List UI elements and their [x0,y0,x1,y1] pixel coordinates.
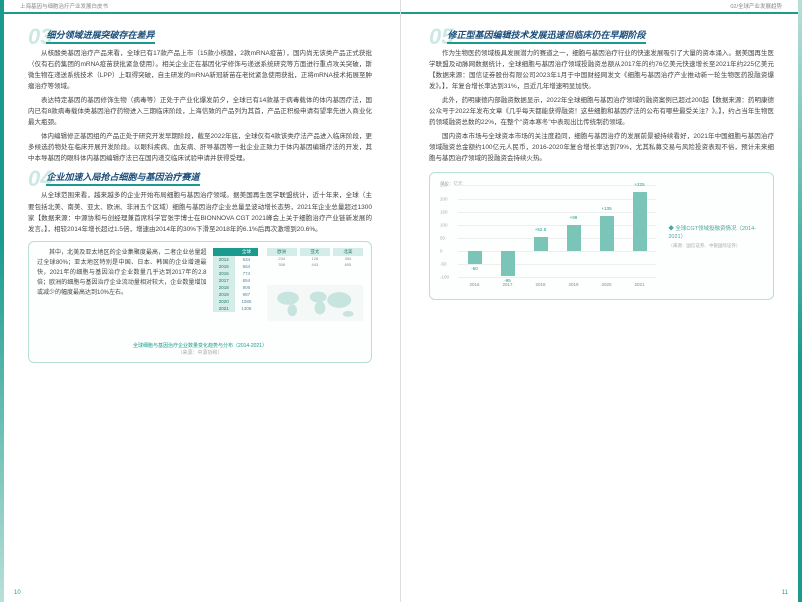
chart-xlabel: 2016 [469,282,479,287]
header-left-text: 上海基因与细胞治疗产业发展白皮书 [20,2,108,10]
section-title: 企业加速入局抢占细胞与基因治疗赛道 [46,170,199,186]
section-05-head: 05 修正型基因编辑技术发展迅速但临床仍在早期阶段 [429,28,774,44]
header-left: 上海基因与细胞治疗产业发展白皮书 [0,0,400,14]
side-stripe [798,0,802,602]
legend-source: （来源：国信证券、中银国际证券） [668,243,765,249]
header-right-text: 02/全球产业发展趋势 [730,2,782,10]
section-num: 04 [28,171,52,186]
section-num: 05 [429,29,453,44]
chart-xlabel: 2020 [601,282,611,287]
chart-bar [600,216,614,251]
chart-xlabel: 2019 [568,282,578,287]
chart-bar-label: -95 [504,278,511,283]
para: 国内资本市场与全球资本市场的关注度趋同，细胞与基因治疗的发展前景被持续看好，20… [429,131,774,164]
section-title: 修正型基因编辑技术发展迅速但临床仍在早期阶段 [447,28,645,44]
section-title: 细分领域进展突破存在差异 [46,28,154,44]
chart-bar-label: +225 [634,182,644,187]
page-left: 上海基因与细胞治疗产业发展白皮书 03 细分领域进展突破存在差异 从核酸类基因治… [0,0,401,602]
page-right: 02/全球产业发展趋势 05 修正型基因编辑技术发展迅速但临床仍在早期阶段 作为… [401,0,802,602]
section-04-head: 04 企业加速入局抢占细胞与基因治疗赛道 [28,170,372,186]
th [213,248,236,256]
header-right: 02/全球产业发展趋势 [401,0,802,14]
chart-xlabel: 2021 [634,282,644,287]
global-table: 全球 2014534 2015664 2016774 2017854 20189… [213,248,258,312]
left-content: 03 细分领域进展突破存在差异 从核酸类基因治疗产品来看，全球已有17款产品上市… [0,14,400,363]
para: 从核酸类基因治疗产品来看，全球已有17款产品上市（15款小核酸，2款mRNA疫苗… [28,48,372,92]
chart-bar [534,237,548,251]
infobox-intro: 其中，北美及亚太地区的企业集聚度最高，二者企业总量超过全球80%；亚太地区特别是… [37,248,207,299]
page-number-right: 11 [782,590,788,596]
para: 从全球范围来看，越来越多的企业开始布局细胞与基因治疗领域。据美国再生医学联盟统计… [28,190,372,234]
chart-bar-label: +52.5 [535,227,546,232]
chart-bar-label: +99 [570,215,578,220]
region-tables: 欧洲 234 306 亚太 126 443 北美 394 605 [267,248,363,268]
side-stripe [0,0,4,602]
chart-xlabel: 2018 [535,282,545,287]
chart-bar-label: +135 [601,206,611,211]
page-number-left: 10 [14,590,21,596]
chart-box: 单位：亿元 -100-500501001502002502016-502017-… [429,172,774,300]
infobox-caption: 全球细胞与基因治疗企业数量变化趋势与分布（2014-2021） （来源：中源协和… [37,342,363,356]
world-map-icon [267,272,363,334]
chart-bar [633,192,647,251]
chart-bar [501,251,515,276]
info-box: 其中，北美及亚太地区的企业集聚度最高，二者企业总量超过全球80%；亚太地区特别是… [28,241,372,363]
chart-bar [468,251,482,264]
legend-title: ◆ 全球CGT领域投融资情况（2014-2021） [668,224,765,240]
right-content: 05 修正型基因编辑技术发展迅速但临床仍在早期阶段 作为生物医药领域极具发展潜力… [401,14,802,300]
section-num: 03 [28,29,52,44]
th: 全球 [235,248,258,256]
chart-bar-label: -50 [471,266,478,271]
chart-bar [567,225,581,251]
bar-chart: 单位：亿元 -100-500501001502002502016-502017-… [438,181,660,291]
para: 作为生物医药领域极具发展潜力的赛道之一，细胞与基因治疗行业的快速发展吸引了大量的… [429,48,774,92]
para: 体内编辑修正基因组的产品正处于研究开发早期阶段，截至2022年底，全球仅有4款该… [28,131,372,164]
chart-legend: ◆ 全球CGT领域投融资情况（2014-2021） （来源：国信证券、中银国际证… [660,181,765,291]
para: 表达特定基因的基因修饰生物（病毒等）正处于产业化爆发前夕，全球已有14款基于病毒… [28,95,372,128]
chart-xlabel: 2017 [502,282,512,287]
para: 此外，药明康德内部融资数据显示，2022年全球细胞与基因治疗领域的融资案例已超过… [429,95,774,128]
section-03-head: 03 细分领域进展突破存在差异 [28,28,372,44]
